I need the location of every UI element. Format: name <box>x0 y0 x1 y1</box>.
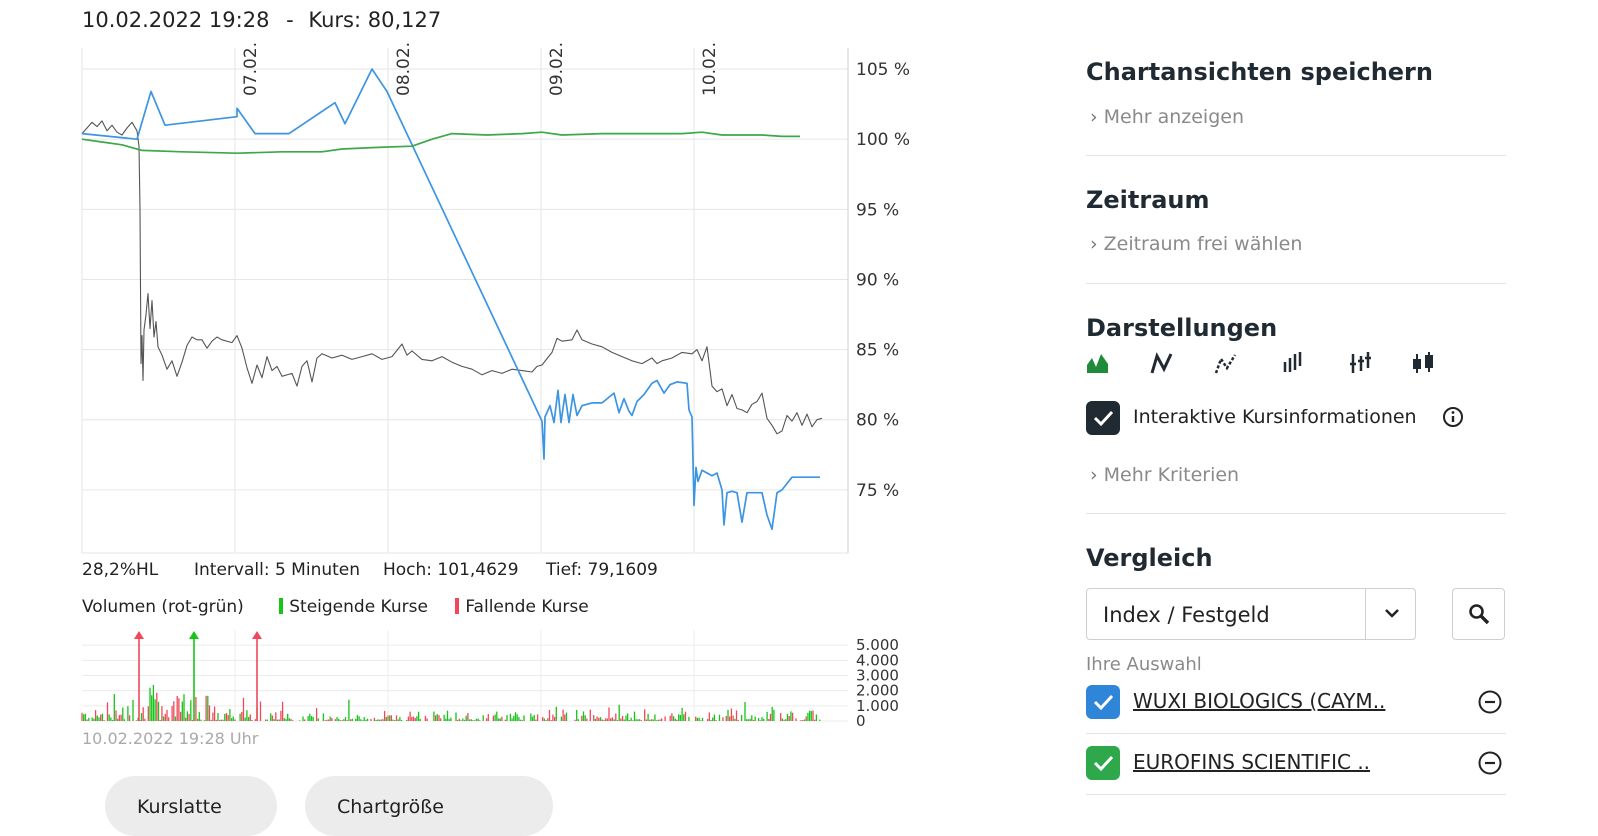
y-tick-label: 80 % <box>856 411 899 431</box>
chevron-right-icon: › <box>1090 464 1098 486</box>
mehr-anzeigen-link[interactable]: › Mehr anzeigen <box>1090 106 1244 128</box>
volume-tick-label: 2.000 <box>856 682 899 700</box>
series-line-1 <box>81 120 823 435</box>
remove-comparison-icon[interactable] <box>1478 690 1502 714</box>
vergleich-select[interactable]: Index / Festgeld <box>1086 588 1416 640</box>
comparison-checkbox[interactable] <box>1086 746 1120 780</box>
line-chart-icon[interactable] <box>1150 350 1174 376</box>
volume-spike-arrow <box>134 631 144 640</box>
interaktiv-label: Interaktive Kursinformationen <box>1133 406 1417 428</box>
header-kurs: Kurs: 80,127 <box>308 8 442 32</box>
chart-header: 10.02.2022 19:28 - Kurs: 80,127 <box>82 8 441 32</box>
mehr-kriterien-label: Mehr Kriterien <box>1103 464 1240 486</box>
stat-hoch: Hoch: 101,4629 <box>383 560 519 580</box>
volume-tick-label: 3.000 <box>856 667 899 685</box>
divider <box>1086 283 1506 284</box>
zeitraum-link-label: Zeitraum frei wählen <box>1103 233 1303 255</box>
mountain-chart-icon[interactable] <box>1086 350 1110 376</box>
info-icon[interactable] <box>1442 406 1464 428</box>
zeitraum-link[interactable]: › Zeitraum frei wählen <box>1090 233 1302 255</box>
x-date-label: 10.02. <box>700 42 720 96</box>
volume-spike-arrow <box>189 631 199 640</box>
volume-tick-label: 4.000 <box>856 651 899 669</box>
interaktiv-checkbox[interactable] <box>1086 401 1120 435</box>
volume-tick-label: 5.000 <box>856 636 899 654</box>
volume-legend: Volumen (rot-grün) Steigende Kurse Falle… <box>82 597 589 617</box>
divider <box>1086 513 1506 514</box>
y-tick-label: 90 % <box>856 270 899 290</box>
dotted-line-chart-icon[interactable] <box>1214 350 1238 376</box>
volume-tick-label: 0 <box>856 712 866 730</box>
rising-swatch <box>279 598 284 614</box>
divider <box>1086 794 1506 795</box>
x-date-label: 09.02. <box>547 42 567 96</box>
mehr-anzeigen-label: Mehr anzeigen <box>1103 106 1245 128</box>
header-separator: - <box>286 8 294 32</box>
ohlc-bars-icon[interactable] <box>1282 350 1306 376</box>
search-icon <box>1469 604 1490 625</box>
chartgroesse-label: Chartgröße <box>337 796 444 818</box>
falling-swatch <box>455 598 460 614</box>
chart-type-icons <box>1086 350 1446 376</box>
vergleich-title: Vergleich <box>1086 544 1213 572</box>
y-tick-label: 85 % <box>856 341 899 361</box>
chevron-right-icon: › <box>1090 233 1098 255</box>
chevron-right-icon: › <box>1090 106 1098 128</box>
ihre-auswahl-label: Ihre Auswahl <box>1086 654 1202 675</box>
x-date-label: 08.02. <box>394 42 414 96</box>
volume-date: 10.02.2022 19:28 Uhr <box>82 729 259 748</box>
y-tick-label: 105 % <box>856 60 910 80</box>
y-tick-label: 100 % <box>856 130 910 150</box>
stat-tief: Tief: 79,1609 <box>546 560 658 580</box>
divider <box>1086 155 1506 156</box>
volume-title: Volumen (rot-grün) <box>82 597 244 617</box>
chevron-down-icon <box>1385 609 1399 618</box>
mehr-kriterien-link[interactable]: › Mehr Kriterien <box>1090 464 1239 486</box>
y-tick-label: 95 % <box>856 200 899 220</box>
chartgroesse-button[interactable]: Chartgröße <box>305 776 553 836</box>
series-line-3 <box>81 131 800 155</box>
select-separator <box>1365 589 1366 639</box>
comparison-checkbox[interactable] <box>1086 685 1120 719</box>
save-views-title: Chartansichten speichern <box>1086 58 1433 86</box>
header-date: 10.02.2022 19:28 <box>82 8 270 32</box>
x-date-label: 07.02. <box>241 42 261 96</box>
hlc-bars-icon[interactable] <box>1348 350 1372 376</box>
divider <box>1086 733 1506 734</box>
legend-falling: Fallende Kurse <box>465 597 589 617</box>
vergleich-select-value: Index / Festgeld <box>1103 603 1270 627</box>
y-tick-label: 75 % <box>856 481 899 501</box>
price-chart[interactable]: 105 % 100 % 95 % 90 % 85 % 80 % 75 % 07.02. 08.0… <box>0 0 940 560</box>
remove-comparison-icon[interactable] <box>1478 751 1502 775</box>
stat-hl: 28,2%HL <box>82 560 159 580</box>
stat-intervall: Intervall: 5 Minuten <box>194 560 361 580</box>
candlestick-icon[interactable] <box>1412 350 1436 376</box>
zeitraum-title: Zeitraum <box>1086 186 1210 214</box>
search-button[interactable] <box>1452 588 1505 640</box>
kurslatte-button[interactable]: Kurslatte <box>105 776 277 836</box>
volume-tick-label: 1.000 <box>856 697 899 715</box>
comparison-link[interactable]: WUXI BIOLOGICS (CAYM.. <box>1133 689 1386 713</box>
kurslatte-label: Kurslatte <box>137 796 222 818</box>
darstellungen-title: Darstellungen <box>1086 314 1278 342</box>
series-line-2 <box>81 68 820 531</box>
comparison-link[interactable]: EUROFINS SCIENTIFIC .. <box>1133 750 1371 774</box>
legend-rising: Steigende Kurse <box>289 597 428 617</box>
volume-spike-arrow <box>252 631 262 640</box>
